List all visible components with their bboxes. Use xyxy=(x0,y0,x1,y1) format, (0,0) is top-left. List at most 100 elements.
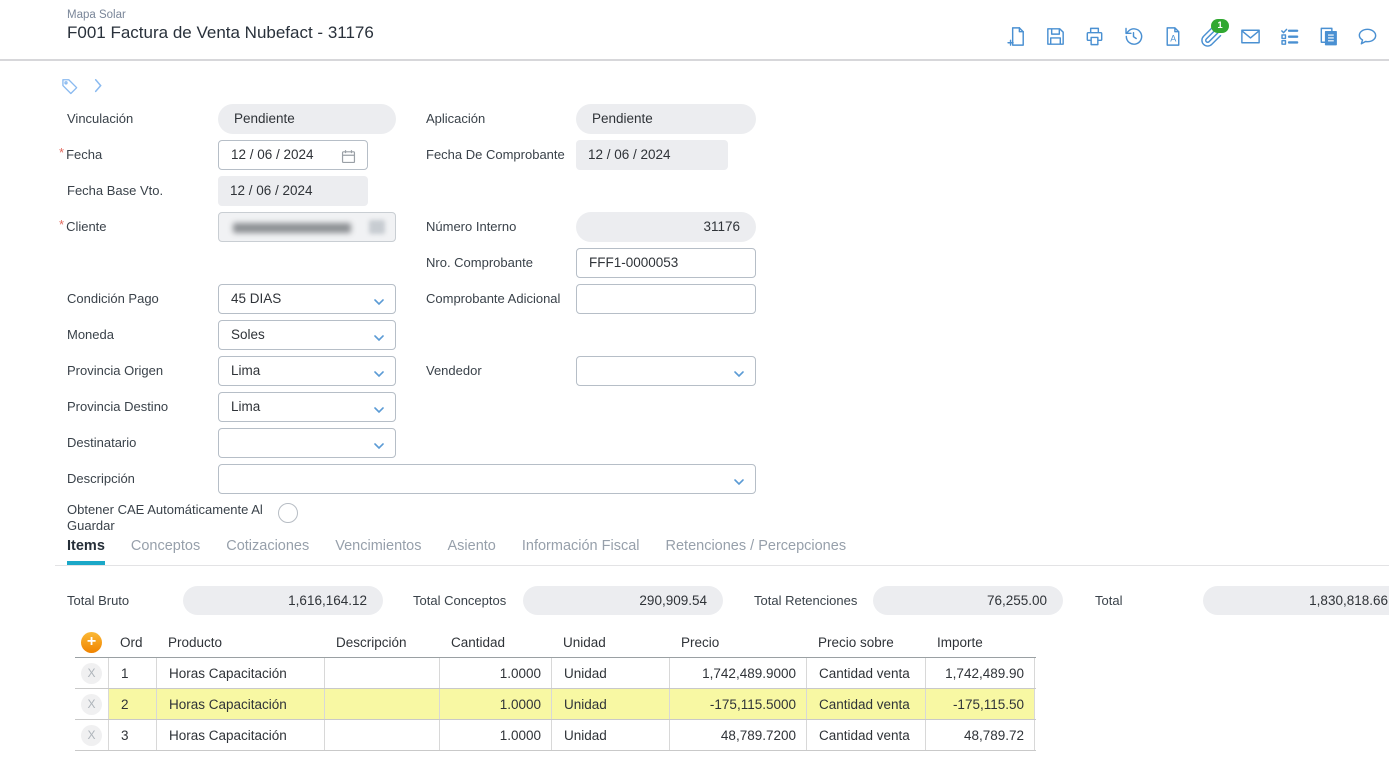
required-asterisk: * xyxy=(59,217,65,232)
column-header: Producto xyxy=(168,635,223,650)
table-row[interactable]: X 3 Horas Capacitación 1.0000 Unidad 48,789.7… xyxy=(75,720,1036,751)
tab-vencimientos[interactable]: Vencimientos xyxy=(335,538,422,554)
cell-descripcion xyxy=(324,658,439,688)
tag-row xyxy=(60,76,109,99)
cell-precio-sobre: Cantidad venta xyxy=(806,689,925,719)
cell-importe: 1,742,489.90 xyxy=(925,658,1035,688)
fecha-comprobante-label: Fecha De Comprobante xyxy=(426,147,565,162)
descripcion-select[interactable] xyxy=(218,464,756,494)
provincia-origen-label: Provincia Origen xyxy=(67,363,164,378)
save-icon xyxy=(1046,27,1064,45)
save-button[interactable] xyxy=(1043,24,1067,48)
delete-row-button[interactable]: X xyxy=(81,724,102,746)
condicion-pago-select[interactable]: 45 DIAS xyxy=(218,284,396,314)
breadcrumb[interactable]: Mapa Solar xyxy=(67,9,126,21)
destinatario-select[interactable] xyxy=(218,428,396,458)
attachments-button[interactable]: 1 xyxy=(1199,19,1229,48)
comprobante-adicional-input[interactable] xyxy=(576,284,756,314)
fecha-input[interactable]: 12 / 06 / 2024 xyxy=(218,140,368,170)
tab-conceptos[interactable]: Conceptos xyxy=(130,538,201,554)
fecha-base-value: 12 / 06 / 2024 xyxy=(218,176,368,206)
nro-comprobante-label: Nro. Comprobante xyxy=(426,255,533,270)
nro-comprobante-input[interactable]: FFF1-0000053 xyxy=(576,248,756,278)
chevron-down-icon xyxy=(371,364,387,380)
pdf-document-button[interactable]: A xyxy=(1160,24,1184,48)
copy-document-button[interactable] xyxy=(1316,24,1340,48)
print-icon xyxy=(1086,27,1102,45)
cell-ord: 1 xyxy=(108,658,156,688)
cliente-field-redacted[interactable] xyxy=(218,212,396,242)
checklist-icon xyxy=(1280,28,1298,45)
page-title: F001 Factura de Venta Nubefact - 31176 xyxy=(67,23,374,42)
tab-items[interactable]: Items xyxy=(67,538,105,565)
copy-icon xyxy=(1320,27,1337,45)
column-header: Importe xyxy=(937,635,983,650)
moneda-label: Moneda xyxy=(67,327,114,342)
provincia-destino-label: Provincia Destino xyxy=(67,399,169,414)
table-row[interactable]: X 2 Horas Capacitación 1.0000 Unidad -175,115… xyxy=(75,689,1036,720)
cell-precio: -175,115.5000 xyxy=(669,689,806,719)
tab-bar: Items Conceptos Cotizaciones Vencimientos As… xyxy=(67,538,846,565)
total-value: 290,909.54 xyxy=(523,586,723,615)
envelope-icon xyxy=(1240,29,1260,43)
new-document-button[interactable] xyxy=(1004,24,1028,48)
column-header: Ord xyxy=(120,635,143,650)
fecha-comprobante-value: 12 / 06 / 2024 xyxy=(576,140,728,170)
redacted-icon xyxy=(369,220,385,234)
delete-row-button[interactable]: X xyxy=(81,662,102,684)
tab-informaci-n-fiscal[interactable]: Información Fiscal xyxy=(521,538,640,554)
delete-row-cell: X xyxy=(75,658,108,688)
vinculacion-label: Vinculación xyxy=(67,111,134,126)
moneda-select[interactable]: Soles xyxy=(218,320,396,350)
provincia-destino-select[interactable]: Lima xyxy=(218,392,396,422)
numero-interno-value: 31176 xyxy=(576,212,756,242)
totals-row: Total Bruto 1,616,164.12 Total Conceptos 29… xyxy=(0,586,1389,616)
add-row-button[interactable]: + xyxy=(81,632,102,653)
calendar-icon[interactable] xyxy=(340,147,357,164)
column-header: Cantidad xyxy=(451,635,506,650)
tab-cotizaciones[interactable]: Cotizaciones xyxy=(226,538,310,554)
cell-precio-sobre: Cantidad venta xyxy=(806,658,925,688)
vendedor-select[interactable] xyxy=(576,356,756,386)
provincia-origen-select[interactable]: Lima xyxy=(218,356,396,386)
cell-unidad: Unidad xyxy=(551,658,669,688)
table-row[interactable]: X 1 Horas Capacitación 1.0000 Unidad 1,742,48… xyxy=(75,658,1036,689)
cell-ord: 3 xyxy=(108,720,156,750)
delete-row-button[interactable]: X xyxy=(81,693,102,715)
total-label: Total Retenciones xyxy=(754,593,858,608)
numero-interno-label: Número Interno xyxy=(426,219,517,234)
cell-cantidad: 1.0000 xyxy=(439,658,551,688)
checklist-button[interactable] xyxy=(1277,24,1301,48)
cell-producto: Horas Capacitación xyxy=(156,658,324,688)
comments-button[interactable] xyxy=(1355,24,1379,48)
tag-icon[interactable] xyxy=(60,76,80,99)
obtener-cae-label: Obtener CAE Automáticamente Al Guardar xyxy=(67,502,263,533)
tab-retenciones-percepciones[interactable]: Retenciones / Percepciones xyxy=(665,538,847,554)
items-table: + Ord Producto Descripción Cantidad Unidad Pre… xyxy=(75,628,1036,751)
vinculacion-value: Pendiente xyxy=(218,104,396,134)
history-button[interactable] xyxy=(1121,24,1145,48)
items-table-body: X 1 Horas Capacitación 1.0000 Unidad 1,742,48… xyxy=(75,658,1036,751)
email-button[interactable] xyxy=(1238,24,1262,48)
expand-chevron-icon[interactable] xyxy=(89,76,109,99)
chevron-down-icon xyxy=(731,364,747,380)
column-header: Precio sobre xyxy=(818,635,894,650)
cell-unidad: Unidad xyxy=(551,689,669,719)
redacted-text xyxy=(233,223,351,233)
cell-cantidad: 1.0000 xyxy=(439,689,551,719)
letter-document-icon: A xyxy=(1166,26,1179,46)
obtener-cae-toggle[interactable] xyxy=(278,503,298,523)
comprobante-adicional-label: Comprobante Adicional xyxy=(426,291,561,306)
cliente-label: * Cliente xyxy=(59,217,107,234)
cell-importe: -175,115.50 xyxy=(925,689,1035,719)
required-asterisk: * xyxy=(59,145,65,160)
column-header: Unidad xyxy=(563,635,606,650)
attachment-count-badge: 1 xyxy=(1211,19,1229,33)
header-divider xyxy=(0,59,1389,61)
condicion-pago-label: Condición Pago xyxy=(67,291,159,306)
print-button[interactable] xyxy=(1082,24,1106,48)
cell-cantidad: 1.0000 xyxy=(439,720,551,750)
tab-asiento[interactable]: Asiento xyxy=(447,538,496,554)
vendedor-label: Vendedor xyxy=(426,363,482,378)
